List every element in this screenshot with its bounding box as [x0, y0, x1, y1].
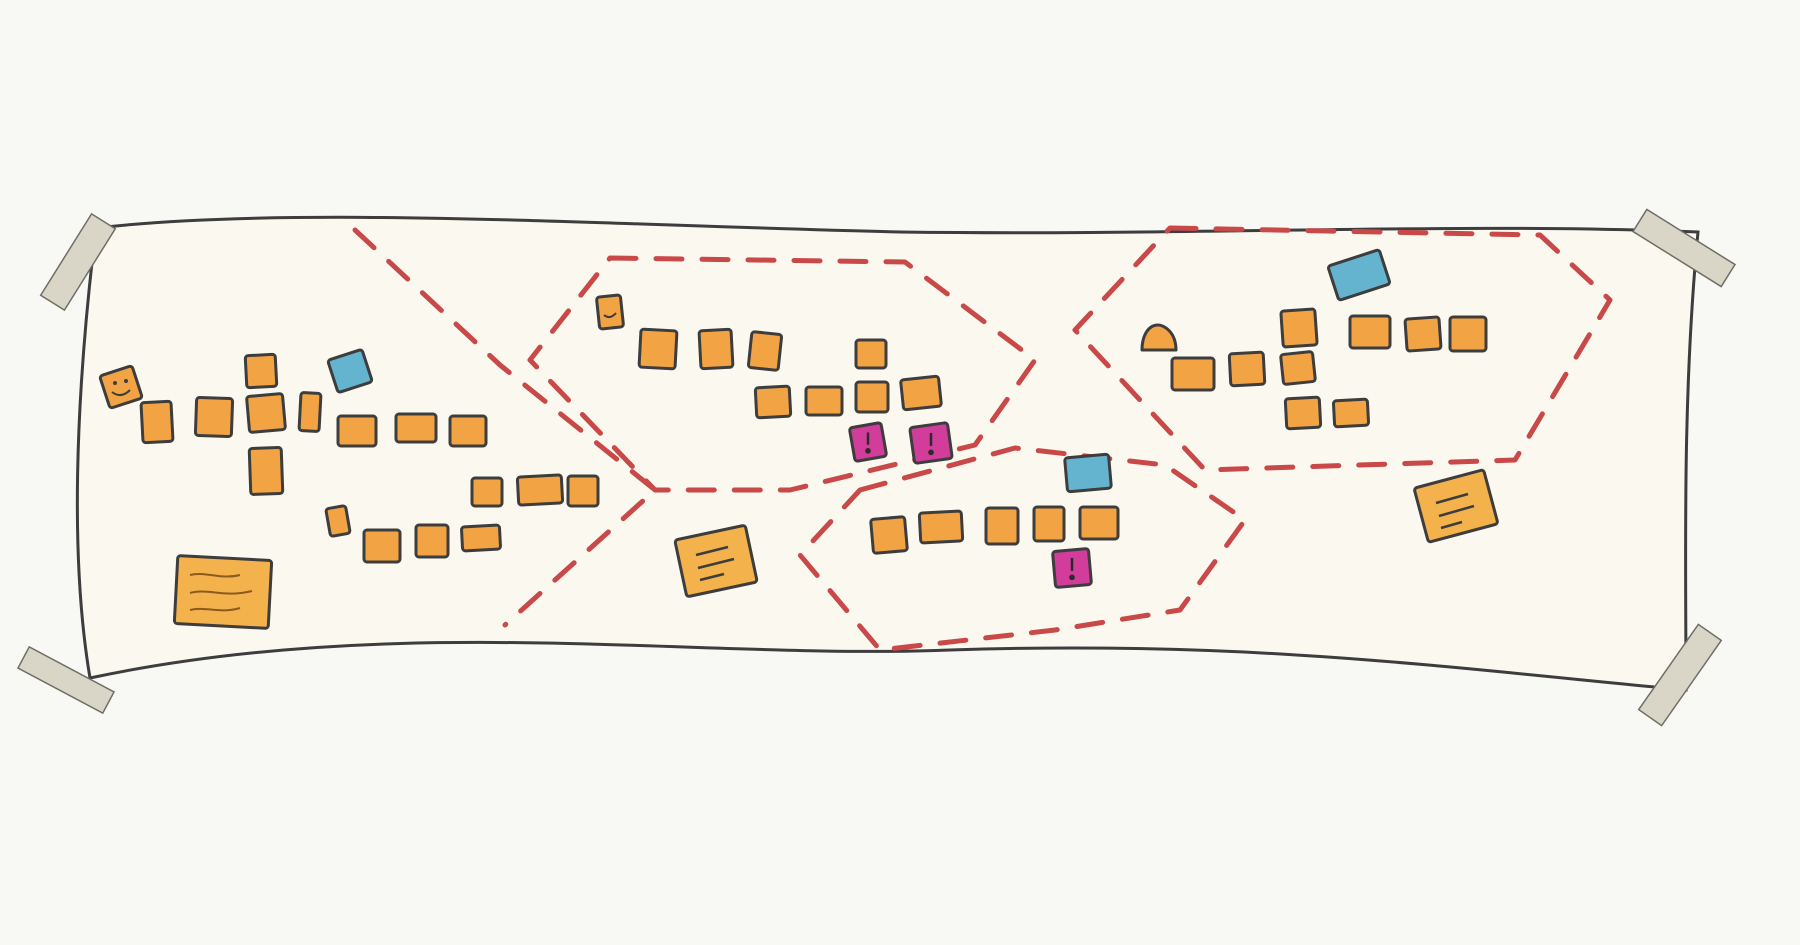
tape-bottom-left: [16, 645, 116, 715]
sticky-note-orange: [324, 504, 352, 538]
sticky-note-magenta: [1051, 547, 1093, 589]
smiley-note-small: [595, 293, 625, 331]
tape-top-left: [39, 212, 117, 312]
sticky-note-orange: [1403, 315, 1443, 353]
sticky-note-orange: [753, 384, 793, 420]
sticky-note-orange: [460, 523, 502, 553]
sticky-note-orange: [1078, 505, 1120, 541]
boundary-center-hexagon: [527, 255, 1038, 493]
exclamation-dot-icon: [1069, 574, 1075, 581]
sticky-note-orange: [804, 385, 844, 417]
sticky-note-orange: [637, 327, 679, 371]
sticky-note-orange: [917, 509, 965, 545]
tape-bottom-right: [1637, 623, 1723, 727]
sticky-note-orange: [1448, 315, 1488, 353]
sticky-note-orange: [470, 476, 504, 508]
zone-boundaries: [352, 225, 1613, 653]
sticky-note-orange: [1348, 314, 1392, 350]
sticky-note-orange: [697, 327, 735, 371]
text-card-right: [1413, 468, 1499, 544]
boundary-right-hexagon: [1072, 225, 1613, 473]
sticky-note-blue: [1063, 452, 1113, 494]
sticky-note-orange: [362, 528, 402, 564]
sticky-note-orange: [1279, 350, 1317, 386]
sticky-note-orange: [1283, 395, 1323, 431]
sticky-note-orange: [854, 380, 890, 414]
sticky-note-orange: [243, 352, 279, 390]
exclamation-dot-icon: [865, 448, 871, 454]
sticky-note-orange: [1170, 356, 1216, 392]
sticky-note-orange: [1331, 397, 1371, 429]
sticky-note-orange: [515, 473, 565, 507]
sticky-note-orange: [336, 414, 378, 448]
sticky-note-magenta: [848, 421, 888, 463]
text-card-left: [172, 554, 274, 630]
sticky-note-magenta: [908, 421, 954, 465]
sticky-note-blue: [1327, 248, 1391, 302]
tape-top-right: [1631, 208, 1737, 288]
sticky-note-orange: [139, 399, 175, 445]
boundary-lower-hexagon: [797, 445, 1248, 653]
sticky-note-blue: [326, 348, 374, 394]
sticky-note-orange: [746, 330, 784, 372]
sticky-note-orange: [394, 412, 438, 444]
sticky-note-orange: [869, 515, 909, 555]
sticky-notes: [139, 248, 1488, 589]
sticky-note-orange: [414, 523, 450, 559]
boundary-left-diagonal: [352, 227, 658, 628]
exclamation-dot-icon: [928, 449, 934, 456]
sticky-note-orange: [566, 474, 600, 508]
sticky-note-orange: [1279, 307, 1319, 349]
sticky-note-orange: [1227, 350, 1267, 388]
sticky-note-orange: [297, 391, 323, 433]
sticky-note-orange: [193, 395, 235, 439]
sticky-note-orange: [1032, 505, 1066, 543]
sticky-note-orange: [854, 338, 888, 370]
sticky-note-orange: [448, 414, 488, 448]
smiley-note: [98, 364, 144, 410]
half-circle-note: [1140, 323, 1178, 352]
sticky-note-orange: [899, 374, 943, 412]
sticky-note-orange: [984, 506, 1020, 546]
sticky-note-orange: [245, 392, 287, 434]
sticky-note-orange: [247, 446, 285, 496]
text-card-center: [673, 524, 759, 598]
